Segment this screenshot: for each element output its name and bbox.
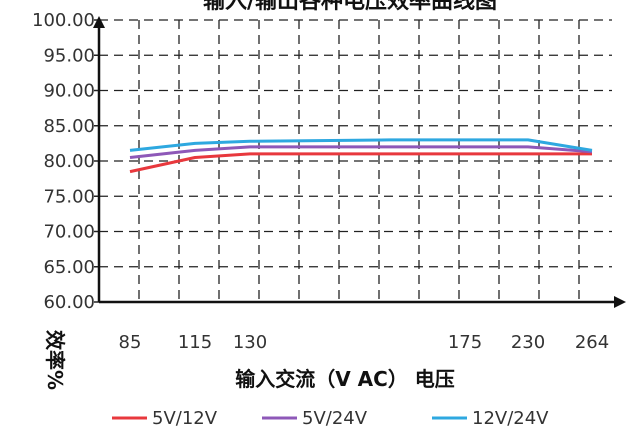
y-tick-label: 70.00 xyxy=(43,222,95,243)
y-tick-label: 100.00 xyxy=(32,10,95,31)
x-tick-label: 115 xyxy=(178,332,212,353)
y-tick-label: 80.00 xyxy=(43,151,95,172)
grid-lines xyxy=(99,19,612,302)
x-tick-label: 230 xyxy=(511,332,545,353)
y-axis-label: 效率% xyxy=(43,330,67,390)
x-tick-label: 130 xyxy=(233,332,267,353)
legend: 5V/12V 5V/24V 12V/24V xyxy=(112,408,549,429)
y-axis-arrow xyxy=(93,16,105,28)
legend-label-5v-24v: 5V/24V xyxy=(302,408,368,429)
x-tick-label: 175 xyxy=(448,332,482,353)
series-line-5v-12v xyxy=(129,152,592,174)
x-axis-arrow xyxy=(614,296,626,308)
series-lines xyxy=(129,138,593,174)
legend-label-5v-12v: 5V/12V xyxy=(152,408,218,429)
y-tick-label: 85.00 xyxy=(43,116,95,137)
axes xyxy=(93,16,626,308)
legend-label-12v-24v: 12V/24V xyxy=(472,408,549,429)
y-tick-label: 75.00 xyxy=(43,186,95,207)
series-line-5v-24v xyxy=(129,145,593,159)
y-tick-label: 65.00 xyxy=(43,257,95,278)
series-line-12v-24v xyxy=(129,138,593,152)
x-tick-label: 85 xyxy=(119,332,142,353)
y-tick-label: 90.00 xyxy=(43,81,95,102)
chart-title: 输入/输出各种电压效率曲线图 xyxy=(203,0,497,14)
x-axis-label: 输入交流（V AC） 电压 xyxy=(235,367,455,391)
y-tick-label: 60.00 xyxy=(43,292,95,313)
y-tick-label: 95.00 xyxy=(43,45,95,66)
tick-labels: 60.00 65.00 70.00 75.00 80.00 85.00 90.00 95.00… xyxy=(32,10,609,353)
x-tick-label: 264 xyxy=(575,332,609,353)
